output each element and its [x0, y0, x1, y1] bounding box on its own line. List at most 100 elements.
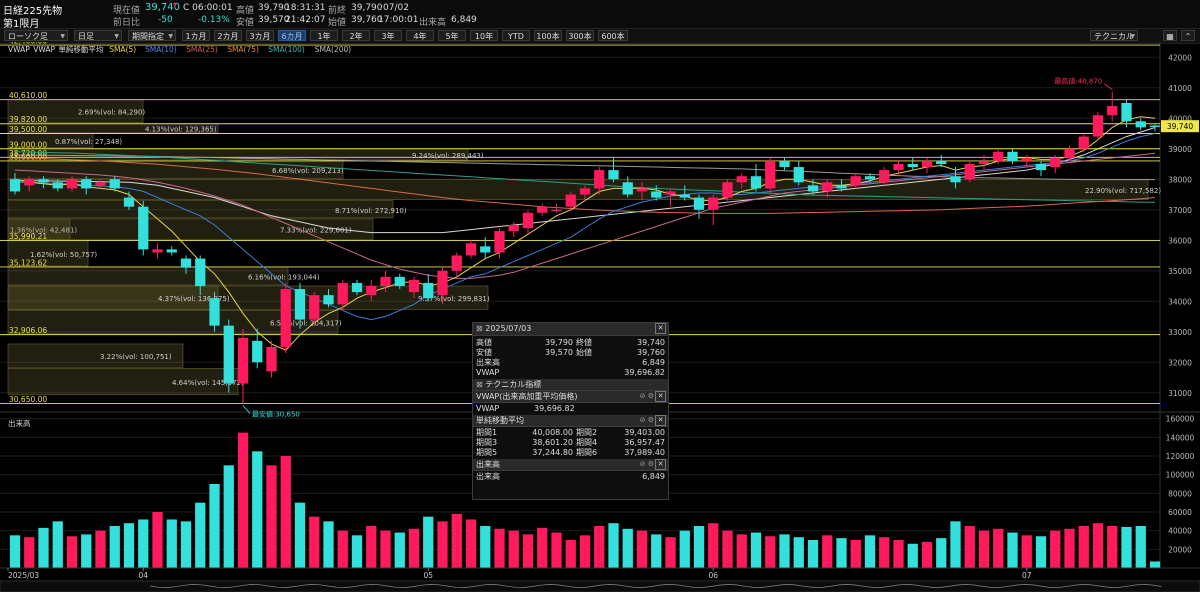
- grid-icon[interactable]: ▦: [1163, 30, 1177, 41]
- candle-body: [722, 182, 733, 198]
- candle-body: [579, 188, 591, 195]
- candle-body: [793, 167, 804, 183]
- prev-close-label: 前終: [328, 6, 347, 16]
- vwap-row: VWAP 39,696.82: [476, 404, 665, 414]
- candle-body: [651, 191, 662, 198]
- volume-bar: [166, 519, 177, 568]
- settings-icon[interactable]: ⊘ ⚙: [639, 416, 654, 424]
- volume-bar: [793, 537, 804, 568]
- expand-icon[interactable]: ⊠: [476, 324, 483, 333]
- settings-icon[interactable]: ⊘ ⚙: [639, 460, 654, 468]
- volume-bar: [950, 521, 961, 568]
- period-select[interactable]: 日足: [74, 30, 122, 42]
- price-level-label: 39,500.00: [9, 125, 47, 134]
- range-button[interactable]: 10年: [470, 30, 498, 41]
- volume-bar: [565, 540, 576, 568]
- time-tick-label: 04: [138, 571, 148, 580]
- candle-body: [223, 325, 234, 384]
- volume-bar: [294, 502, 306, 568]
- current-price: 39,740: [145, 2, 180, 13]
- close-icon[interactable]: ✕: [655, 459, 666, 470]
- volume-profile-bar: [7, 285, 219, 310]
- open-label: 始値: [328, 18, 347, 28]
- sma-l2: 期間2: [576, 428, 598, 437]
- ohlc-v2: 39,760: [637, 348, 665, 357]
- volume-bar: [408, 528, 420, 568]
- sma-v2: 39,403.00: [624, 428, 665, 437]
- candle-body: [52, 182, 63, 189]
- chevron-up-icon[interactable]: ⌃: [1181, 30, 1195, 41]
- range-button[interactable]: 6カ月: [278, 30, 306, 41]
- range-button[interactable]: 1年: [310, 30, 338, 41]
- volume-bar: [907, 543, 918, 568]
- sma-v1: 40,008.00: [532, 428, 573, 437]
- volume-bar: [423, 516, 434, 568]
- range-button[interactable]: 5年: [438, 30, 466, 41]
- volume-row: 出来高 6,849: [476, 472, 665, 482]
- volume-bar: [1135, 526, 1146, 568]
- settings-icon[interactable]: ⊘ ⚙: [639, 392, 654, 400]
- candle-body: [1135, 121, 1146, 128]
- range-button[interactable]: 300本: [566, 30, 594, 41]
- range-button[interactable]: 2年: [342, 30, 370, 41]
- close-icon[interactable]: ✕: [655, 415, 666, 426]
- price-level-label: 38,600.00: [9, 152, 47, 161]
- volume-bar: [722, 530, 733, 568]
- volume-bar: [551, 532, 562, 568]
- close-icon[interactable]: ✕: [655, 391, 666, 402]
- volume-bar: [836, 538, 847, 568]
- sma-v2: 37,989.40: [624, 448, 665, 457]
- candle-body: [950, 176, 961, 183]
- technical-button[interactable]: テクニカル: [1090, 30, 1138, 42]
- change-label: 前日比: [113, 18, 141, 28]
- volume-bar: [24, 537, 35, 568]
- price-tick-label: 37000: [1168, 206, 1192, 215]
- candle-body: [1064, 148, 1075, 158]
- range-button[interactable]: 3カ月: [246, 30, 274, 41]
- volume-profile-label: 8.71%(vol: 272,910): [335, 207, 407, 215]
- volume-tick-label: 120000: [1166, 452, 1195, 461]
- ohlc-row: 出来高 6,849: [476, 358, 665, 368]
- price-tick-label: 39000: [1168, 145, 1192, 154]
- price-tick-label: 40000: [1168, 114, 1192, 123]
- range-button[interactable]: 2カ月: [214, 30, 242, 41]
- range-button[interactable]: 1カ月: [182, 30, 210, 41]
- volume-bar: [522, 534, 534, 568]
- volume-bar: [323, 521, 334, 568]
- ohlc-l2: 始値: [576, 348, 592, 357]
- sma-l2: 期間6: [576, 448, 598, 457]
- volume-tick-label: 20000: [1168, 545, 1192, 554]
- volume-bar: [679, 530, 690, 568]
- legend-item: VWAP: [33, 45, 55, 54]
- candle-body: [408, 279, 420, 293]
- price-level-label: 39,820.00: [9, 115, 47, 124]
- expand-icon[interactable]: ⊠: [476, 380, 483, 389]
- range-button[interactable]: 3年: [374, 30, 402, 41]
- candle-body: [123, 197, 135, 207]
- candle-body: [351, 282, 363, 293]
- candle-body: [95, 182, 106, 186]
- vol-title: 出来高: [476, 460, 500, 469]
- volume-bar: [508, 530, 519, 568]
- range-button[interactable]: 600本: [598, 30, 628, 41]
- chart-type-select[interactable]: ローソク足: [4, 30, 68, 42]
- price-tick-label: 36000: [1168, 236, 1192, 245]
- close-icon[interactable]: ✕: [655, 323, 666, 334]
- volume-bar: [451, 513, 462, 568]
- sma-title: 単純移動平均: [476, 416, 524, 425]
- price-chart[interactable]: VWAP VWAP 単純移動平均 SMA(5) SMA(10) SMA(25) SMA(75…: [0, 42, 1200, 592]
- candle-body: [622, 182, 633, 195]
- price-level-label: 35,123.62: [9, 258, 47, 267]
- range-button[interactable]: 100本: [534, 30, 562, 41]
- candle-body: [323, 295, 334, 305]
- volume-bar: [366, 526, 377, 568]
- candle-body: [522, 212, 534, 229]
- volume-bar: [337, 530, 348, 568]
- price-tick-label: 31000: [1168, 389, 1192, 398]
- candle-body: [480, 246, 491, 253]
- range-button[interactable]: YTD: [502, 30, 530, 41]
- legend-item: VWAP: [8, 45, 30, 54]
- range-button[interactable]: 4年: [406, 30, 434, 41]
- candle-body: [166, 249, 177, 253]
- range-mode-select[interactable]: 期間指定: [128, 30, 176, 42]
